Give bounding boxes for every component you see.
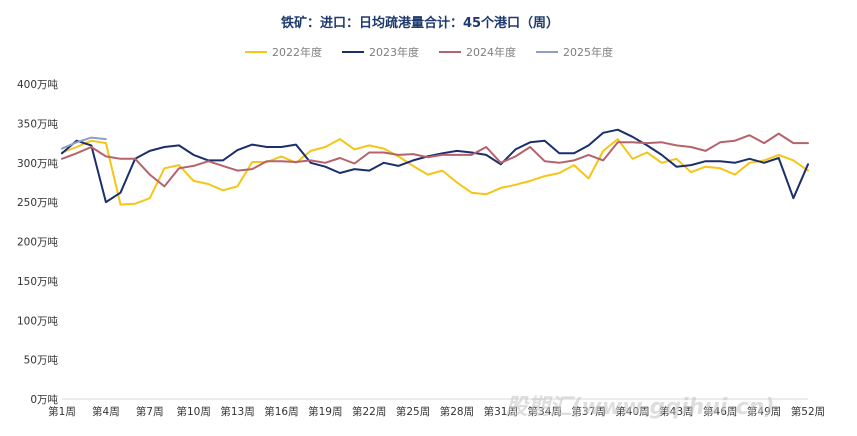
x-tick-label: 第10周 [176, 405, 210, 418]
series-line-3 [61, 136, 107, 150]
y-tick-label: 150万吨 [17, 275, 59, 288]
y-tick-label: 400万吨 [17, 78, 59, 91]
y-tick-label: 0万吨 [30, 393, 58, 406]
x-tick-label: 第4周 [92, 405, 120, 418]
x-tick-label: 第1周 [48, 405, 76, 418]
series-line-1 [61, 128, 809, 204]
series-layer [61, 128, 809, 206]
y-axis: 0万吨 50万吨 100万吨 150万吨 200万吨 250万吨 300万吨 350万吨 400… [17, 78, 59, 406]
x-tick-label: 第34周 [528, 405, 562, 418]
y-tick-label: 250万吨 [17, 196, 59, 209]
x-tick-label: 第28周 [440, 405, 474, 418]
legend-label-0: 2022年度 [272, 45, 322, 59]
series-line-2 [61, 132, 809, 188]
y-tick-label: 350万吨 [17, 117, 59, 130]
y-tick-label: 200万吨 [17, 236, 59, 249]
y-tick-label: 100万吨 [17, 314, 59, 327]
x-axis: 第1周 第4周 第7周 第10周 第13周 第16周 第19周 第22周 第25周 第28周 第31… [48, 398, 825, 418]
legend-label-2: 2024年度 [466, 45, 516, 59]
legend-label-1: 2023年度 [369, 45, 419, 59]
x-tick-label: 第13周 [220, 405, 254, 418]
x-tick-label: 第19周 [308, 405, 342, 418]
x-tick-label: 第43周 [659, 405, 693, 418]
x-tick-label: 第52周 [791, 405, 825, 418]
legend-label-3: 2025年度 [563, 45, 613, 59]
legend: 2022年度 2023年度 2024年度 2025年度 [245, 45, 613, 59]
x-tick-label: 第22周 [352, 405, 386, 418]
x-tick-label: 第37周 [571, 405, 605, 418]
x-tick-label: 第25周 [396, 405, 430, 418]
x-tick-label: 第46周 [703, 405, 737, 418]
x-tick-label: 第16周 [264, 405, 298, 418]
watermark: 股期汇(www.gqihui.cn) [505, 395, 775, 420]
y-tick-label: 50万吨 [24, 354, 59, 367]
x-tick-label: 第31周 [484, 405, 518, 418]
x-tick-label: 第40周 [615, 405, 649, 418]
x-tick-label: 第49周 [747, 405, 781, 418]
y-tick-label: 300万吨 [17, 157, 59, 170]
chart-title: 铁矿：进口：日均疏港量合计：45个港口（周） [280, 15, 559, 31]
x-tick-label: 第7周 [136, 405, 164, 418]
